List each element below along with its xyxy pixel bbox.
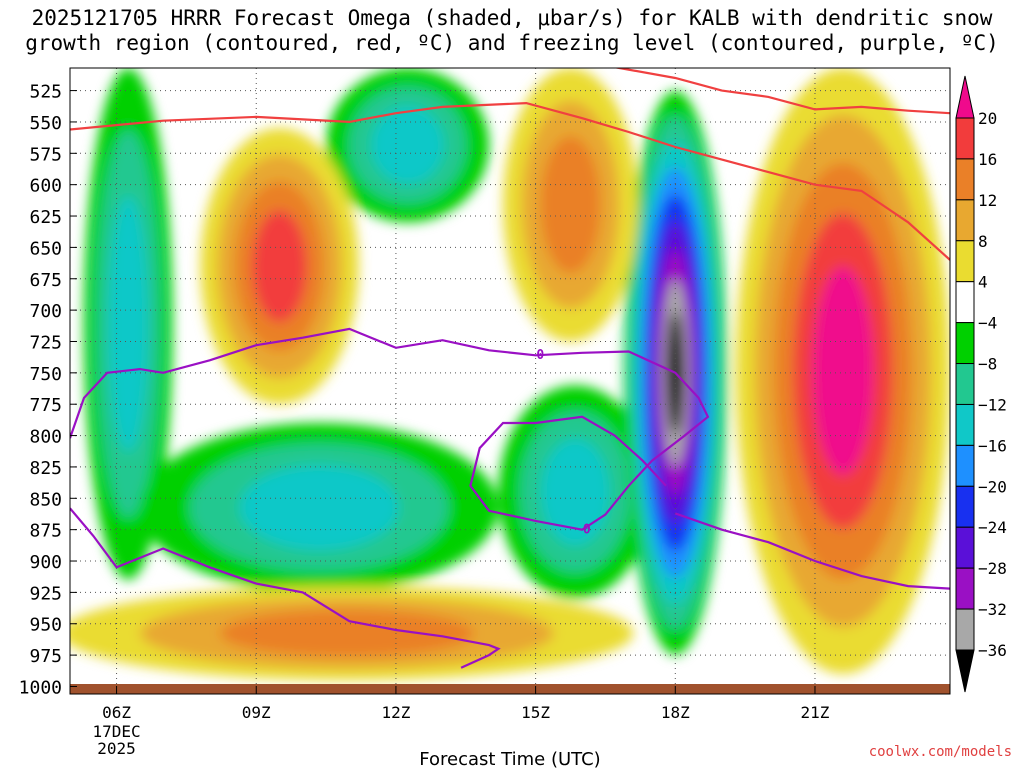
y-tick-label: 925	[29, 583, 62, 604]
freezing-level-contour-line	[70, 507, 501, 669]
omega-band	[108, 195, 148, 453]
x-tick-label: 18Z	[661, 703, 690, 722]
colorbar-arrow-bottom	[955, 649, 975, 693]
chart-title-line-2: growth region (contoured, red, ºC) and f…	[25, 31, 999, 55]
ground-surface	[70, 684, 950, 694]
colorbar-band	[955, 117, 975, 160]
upward-motion-column-06z	[83, 68, 173, 580]
freezing-level-contour-label: 0	[583, 522, 591, 537]
x-date-label: 2025	[97, 739, 136, 758]
x-axis-title: Forecast Time (UTC)	[419, 749, 600, 768]
colorbar-band	[955, 158, 975, 201]
colorbar-tick-label: −20	[978, 477, 1007, 496]
contour-lines: 00	[70, 68, 950, 669]
sinking-motion-low-levels	[70, 586, 634, 681]
y-tick-label: 825	[29, 458, 62, 479]
y-tick-label: 975	[29, 646, 62, 667]
y-tick-label: 600	[29, 176, 62, 197]
grid-lines	[70, 68, 950, 688]
colorbar-tick-label: −36	[978, 641, 1007, 660]
sinking-motion-1530z	[503, 68, 639, 342]
x-tick-label: 12Z	[381, 703, 410, 722]
omega-band	[239, 465, 399, 551]
sinking-motion-09z	[200, 128, 359, 405]
colorbar-tick-label: −28	[978, 559, 1007, 578]
colorbar-band	[955, 281, 975, 324]
colorbar-band	[955, 240, 975, 283]
freezing-level-contour-line	[674, 512, 950, 590]
sinking-motion-21z	[735, 68, 950, 674]
plot-frame	[69, 67, 951, 695]
omega-band	[371, 106, 444, 184]
colorbar-tick-label: −4	[978, 314, 997, 333]
y-tick-label: 800	[29, 427, 62, 448]
upward-motion-upper-1130z	[326, 68, 490, 223]
y-tick-label: 775	[29, 395, 62, 416]
upward-motion-1530z	[498, 385, 653, 599]
omega-band	[812, 266, 874, 476]
upward-motion-band-low-levels	[139, 423, 499, 593]
colorbar-tick-label: 8	[978, 232, 988, 251]
colorbar-tick-label: 4	[978, 273, 988, 292]
colorbar-band	[955, 444, 975, 487]
colorbar-band	[955, 322, 975, 365]
credit-text: coolwx.com/models	[868, 744, 1012, 760]
colorbar-band	[955, 199, 975, 242]
y-tick-label: 900	[29, 552, 62, 573]
y-tick-label: 750	[29, 364, 62, 385]
omega-fill-group	[70, 68, 950, 681]
colorbar-tick-label: 12	[978, 191, 997, 210]
freezing-level-contour-label: 0	[536, 348, 544, 363]
colorbar-band	[955, 403, 975, 446]
dgz-contour-line	[70, 101, 950, 261]
colorbar-tick-label: −16	[978, 436, 1007, 455]
colorbar-band	[955, 526, 975, 569]
y-tick-label: 875	[29, 521, 62, 542]
x-tick-label: 06Z	[102, 703, 131, 722]
colorbar-arrow-top	[955, 75, 975, 119]
x-tick-label: 15Z	[521, 703, 550, 722]
y-axis: 525 550 575 600 625 650 675 700 725 750 775 800 825 8…	[19, 82, 77, 698]
colorbar-band	[955, 363, 975, 405]
freezing-level-contour-line	[70, 327, 710, 531]
x-date-label: 17DEC	[92, 722, 140, 741]
y-tick-label: 700	[29, 301, 62, 322]
omega-band	[541, 438, 610, 546]
y-tick-label: 575	[29, 144, 62, 165]
y-tick-label: 650	[29, 238, 62, 259]
colorbar-tick-label: −12	[978, 395, 1007, 414]
colorbar-band	[955, 608, 975, 651]
x-tick-label: 09Z	[242, 703, 271, 722]
colorbar-tick-label: −32	[978, 600, 1007, 619]
y-tick-label: 675	[29, 270, 62, 291]
omega-band	[251, 209, 308, 323]
dgz-contour-line	[613, 68, 950, 115]
omega-band	[219, 609, 475, 657]
y-tick-label: 625	[29, 207, 62, 228]
omega-band	[540, 136, 601, 274]
colorbar-tick-label: 20	[978, 109, 997, 128]
colorbar-tick-label: 16	[978, 150, 997, 169]
y-tick-label: 1000	[19, 677, 62, 698]
colorbar-band	[955, 485, 975, 528]
y-tick-label: 950	[29, 615, 62, 636]
x-tick-label: 21Z	[801, 703, 830, 722]
omega-shading	[70, 68, 950, 688]
y-tick-label: 550	[29, 113, 62, 134]
y-tick-label: 850	[29, 489, 62, 510]
y-tick-label: 725	[29, 332, 62, 353]
chart-title-line-1: 2025121705 HRRR Forecast Omega (shaded, …	[31, 6, 993, 30]
colorbar-tick-label: −24	[978, 518, 1007, 537]
colorbar-band	[955, 567, 975, 610]
colorbar: 20 16 12 8 4 −4 −8 −12 −16 −20 −24 −28 −32 −36	[955, 75, 1007, 693]
y-tick-label: 525	[29, 82, 62, 103]
colorbar-tick-label: −8	[978, 355, 997, 374]
